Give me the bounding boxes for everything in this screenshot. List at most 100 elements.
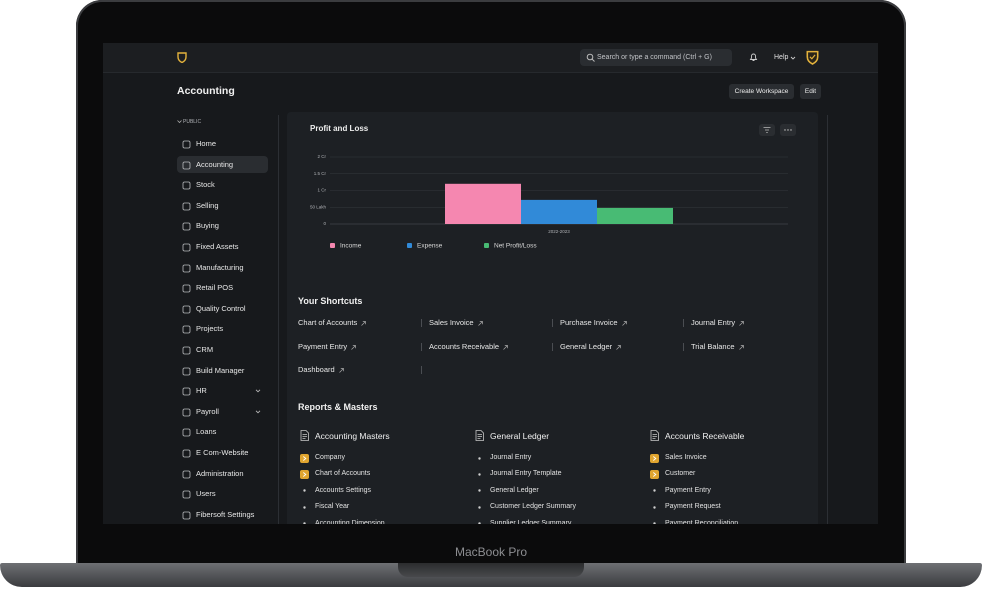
sidebar-item[interactable]: Selling: [196, 200, 219, 210]
shortcut-separator: [421, 343, 422, 351]
sidebar-item[interactable]: Administration: [196, 468, 244, 478]
bullet: [653, 489, 656, 492]
sidebar-item[interactable]: Accounting: [196, 159, 234, 169]
sidebar-icon: [182, 325, 191, 334]
sidebar-icon: [182, 449, 191, 458]
report-link[interactable]: Company: [315, 454, 345, 461]
legend-swatch: [407, 243, 412, 248]
sidebar-divider: [278, 115, 279, 524]
doc-icon: [475, 430, 484, 441]
report-link[interactable]: Accounting Dimension: [315, 519, 385, 524]
header-button[interactable]: Create Workspace: [729, 84, 794, 99]
y-tick-label: 50 Lakh: [310, 204, 327, 209]
shortcut-label: Journal Entry: [691, 318, 736, 327]
highlight-badge: [650, 453, 659, 463]
shortcut-label: Purchase Invoice: [560, 318, 618, 327]
report-link[interactable]: Payment Reconciliation: [665, 519, 739, 524]
report-link[interactable]: Fiscal Year: [315, 503, 350, 511]
bullet: [303, 522, 306, 524]
sidebar-item[interactable]: Payroll: [196, 406, 219, 416]
report-link[interactable]: Journal Entry: [490, 454, 532, 461]
shortcut[interactable]: Sales Invoice: [429, 317, 483, 329]
sidebar-icon: [182, 264, 191, 272]
report-link[interactable]: Payment Entry: [665, 486, 711, 494]
shortcut[interactable]: General Ledger: [560, 341, 621, 353]
external-arrow: [338, 367, 344, 373]
sidebar-item[interactable]: Retail POS: [196, 283, 234, 293]
sidebar-item[interactable]: Fixed Assets: [196, 242, 239, 251]
sidebar-item[interactable]: Home: [196, 139, 217, 148]
sidebar-item[interactable]: Users: [196, 489, 216, 499]
report-link[interactable]: Journal Entry Template: [490, 470, 562, 478]
legend-swatch: [484, 243, 489, 248]
device-label: MacBook Pro: [454, 545, 528, 559]
sidebar-item[interactable]: Fibersoft Settings: [196, 509, 255, 519]
shortcut-separator: [683, 343, 684, 351]
shortcut-separator: [683, 319, 684, 327]
sidebar-item[interactable]: Manufacturing: [196, 262, 244, 272]
sidebar-icon: [182, 140, 191, 149]
page-title: Accounting: [177, 85, 235, 97]
help-menu[interactable]: Help: [774, 54, 789, 61]
shortcut-label: Chart of Accounts: [298, 318, 358, 327]
shortcut[interactable]: Chart of Accounts: [298, 317, 367, 329]
external-arrow: [621, 320, 627, 326]
x-tick-label: 2022-2023: [548, 229, 570, 234]
shortcut-separator: [421, 319, 422, 327]
legend-label: Income: [340, 243, 362, 250]
menu-dots: [784, 129, 792, 131]
sidebar-icon: [182, 243, 191, 252]
report-link[interactable]: Customer Ledger Summary: [490, 503, 576, 511]
sidebar-item[interactable]: CRM: [196, 345, 214, 354]
bullet: [478, 473, 481, 476]
report-link[interactable]: Chart of Accounts: [315, 470, 371, 478]
bar: [597, 207, 673, 224]
external-arrow: [361, 320, 367, 326]
shortcut[interactable]: Payment Entry: [298, 341, 357, 353]
shortcut[interactable]: Trial Balance: [691, 341, 744, 353]
sidebar-icon: [182, 511, 191, 520]
shortcut-label: General Ledger: [560, 342, 613, 351]
search-icon: [586, 53, 595, 62]
doc-icon: [300, 430, 309, 441]
sidebar-item[interactable]: E Com-Website: [196, 448, 249, 457]
highlight-badge: [300, 453, 309, 463]
sidebar-icon: [182, 387, 191, 396]
sidebar-icon: [182, 367, 191, 375]
report-link[interactable]: Accounts Settings: [315, 486, 372, 494]
sidebar-item[interactable]: Projects: [196, 324, 224, 334]
shortcut[interactable]: Journal Entry: [691, 317, 745, 329]
shortcut-label: Dashboard: [298, 365, 335, 374]
bell-icon[interactable]: [749, 52, 758, 62]
external-arrow: [477, 320, 483, 326]
base-notch: [398, 563, 584, 577]
shortcut[interactable]: Dashboard: [298, 364, 344, 376]
bar: [521, 199, 597, 224]
sidebar-item[interactable]: Build Manager: [196, 365, 245, 375]
report-link[interactable]: Customer: [665, 470, 696, 478]
shortcut[interactable]: Accounts Receivable: [429, 341, 508, 353]
sidebar-item[interactable]: Loans: [196, 427, 217, 437]
shortcut-label: Accounts Receivable: [429, 342, 500, 351]
shortcut[interactable]: Purchase Invoice: [560, 317, 627, 329]
report-link[interactable]: General Ledger: [490, 486, 539, 494]
report-link[interactable]: Payment Request: [665, 503, 721, 511]
help-chevron: [790, 56, 796, 60]
header-button[interactable]: Edit: [800, 84, 821, 99]
chart-title: Profit and Loss: [310, 124, 369, 133]
report-link[interactable]: Sales Invoice: [665, 454, 707, 461]
legend-label: Expense: [417, 243, 443, 250]
sidebar-item[interactable]: Quality Control: [196, 303, 246, 313]
avatar[interactable]: [806, 50, 819, 65]
sidebar-item[interactable]: Buying: [196, 221, 219, 231]
report-link[interactable]: Supplier Ledger Summary: [490, 519, 572, 524]
sidebar-icon: [182, 490, 191, 499]
sidebar-item[interactable]: HR: [196, 386, 207, 396]
sidebar-item[interactable]: Stock: [196, 180, 215, 190]
search-box[interactable]: [580, 49, 732, 66]
sidebar-icon: [182, 222, 191, 231]
section-chevron: [177, 120, 182, 124]
highlight-badge: [650, 469, 659, 479]
scrollbar: [827, 115, 828, 524]
sidebar-chevron: [255, 389, 261, 393]
